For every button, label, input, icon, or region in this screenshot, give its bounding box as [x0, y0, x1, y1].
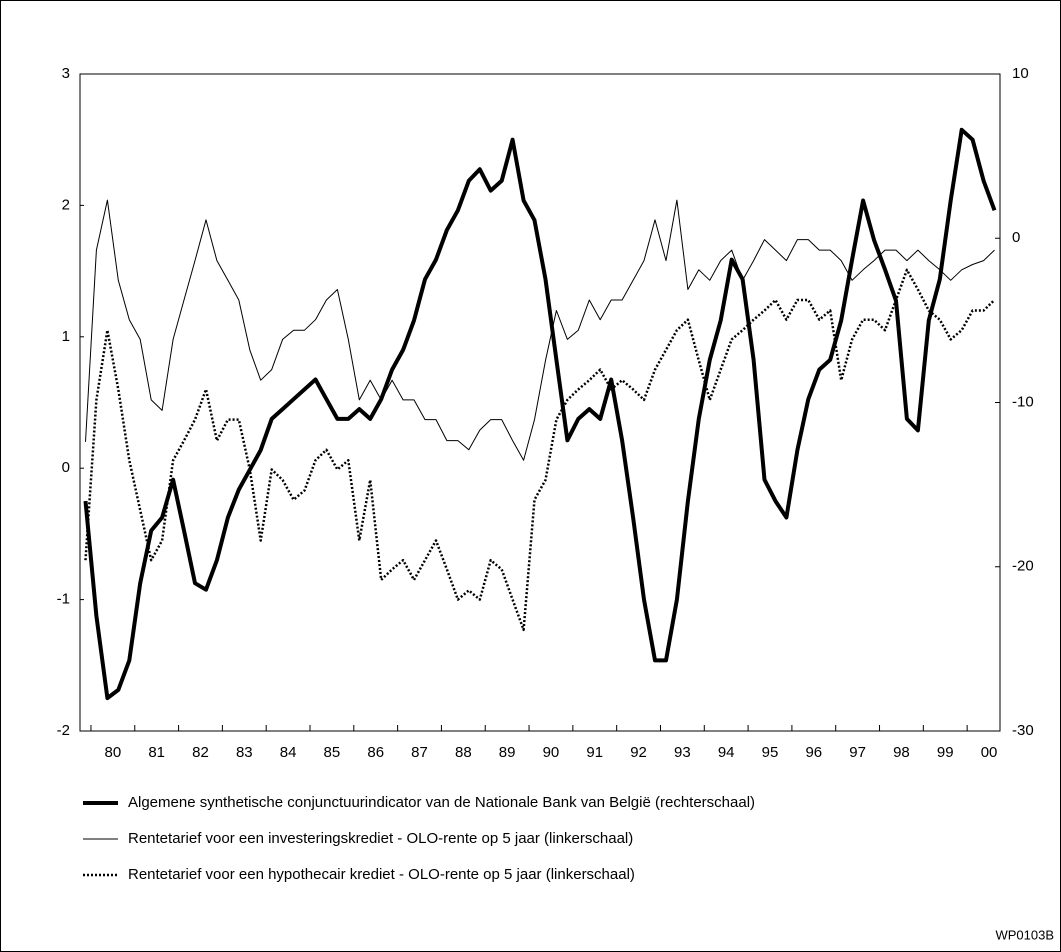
- x-tick-label: 86: [367, 744, 384, 761]
- x-tick-label: 00: [981, 744, 998, 761]
- y2-tick-label: 0: [1012, 229, 1020, 246]
- x-tick-label: 97: [849, 744, 866, 761]
- x-tick-label: 99: [937, 744, 954, 761]
- y2-tick-label: -30: [1012, 722, 1034, 739]
- legend-label: Rentetarief voor een hypothecair krediet…: [128, 866, 635, 883]
- y-tick-label: -1: [57, 591, 70, 608]
- x-tick-label: 85: [324, 744, 341, 761]
- x-tick-label: 82: [192, 744, 209, 761]
- x-tick-label: 96: [805, 744, 822, 761]
- x-tick-label: 81: [148, 744, 165, 761]
- x-tick-label: 91: [586, 744, 603, 761]
- y-tick-label: -2: [57, 722, 70, 739]
- x-tick-label: 92: [630, 744, 647, 761]
- x-tick-label: 84: [280, 744, 297, 761]
- x-tick-label: 88: [455, 744, 472, 761]
- y2-tick-label: -10: [1012, 393, 1034, 410]
- y-tick-label: 1: [62, 328, 70, 345]
- plot-area: [79, 73, 1001, 732]
- series-line: [84, 268, 996, 632]
- y2-tick-label: -20: [1012, 558, 1034, 575]
- legend-label: Algemene synthetische conjunctuurindicat…: [128, 794, 755, 811]
- x-tick-label: 94: [718, 744, 735, 761]
- x-tick-label: 80: [105, 744, 122, 761]
- x-tick-label: 98: [893, 744, 910, 761]
- series-line: [83, 127, 997, 701]
- y-tick-label: 0: [62, 459, 70, 476]
- legend-label: Rentetarief voor een investeringskrediet…: [128, 830, 633, 847]
- y-tick-label: 2: [62, 196, 70, 213]
- x-tick-label: 95: [762, 744, 779, 761]
- x-tick-label: 87: [411, 744, 428, 761]
- x-tick-label: 93: [674, 744, 691, 761]
- x-tick-label: 83: [236, 744, 253, 761]
- x-tick-label: 90: [543, 744, 560, 761]
- y2-tick-label: 10: [1012, 65, 1029, 82]
- series-line: [85, 199, 995, 461]
- code-label: WP0103B: [995, 927, 1054, 942]
- y-tick-label: 3: [62, 65, 70, 82]
- x-tick-label: 89: [499, 744, 516, 761]
